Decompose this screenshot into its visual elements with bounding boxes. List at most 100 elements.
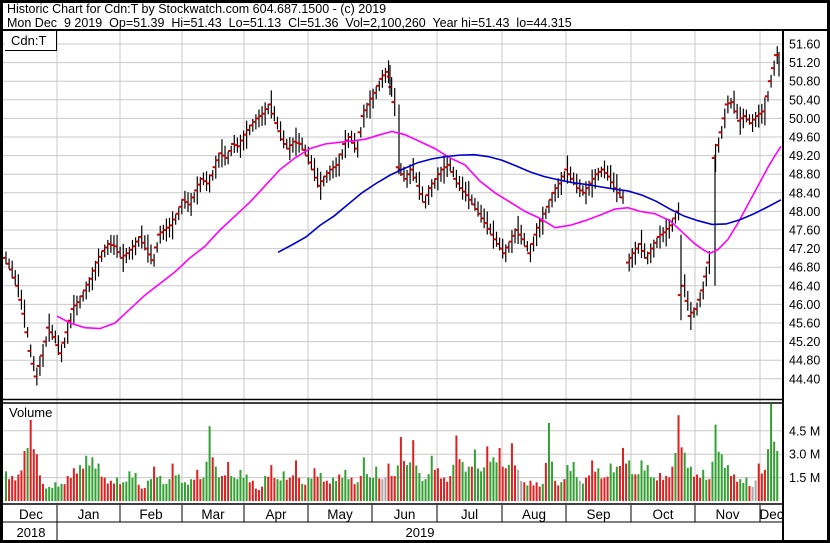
volume-bar <box>183 482 186 501</box>
volume-bar <box>461 462 464 501</box>
volume-bar <box>396 465 399 501</box>
volume-bar <box>733 474 736 501</box>
symbol-label: Cdn:T <box>5 31 57 51</box>
volume-bar <box>554 480 557 501</box>
header-quote-line: Mon Dec 9 2019 Op=51.39 Hi=51.43 Lo=51.1… <box>7 16 572 30</box>
volume-bar <box>51 487 54 501</box>
volume-bar <box>603 477 606 501</box>
volume-bar <box>430 455 433 501</box>
volume-bar <box>294 460 297 501</box>
volume-bar <box>79 465 82 501</box>
volume-bar <box>640 460 643 501</box>
volume-bar <box>165 483 168 501</box>
month-label: May <box>327 507 353 522</box>
volume-bar <box>535 482 538 501</box>
month-label: Nov <box>715 507 739 522</box>
volume-bar <box>29 418 32 501</box>
volume-bar <box>116 477 119 501</box>
volume-bar <box>393 476 396 501</box>
volume-bar <box>541 483 544 501</box>
volume-bar <box>149 479 152 501</box>
price-axis-tick-label: 51.60 <box>789 38 820 52</box>
volume-bar <box>14 480 17 501</box>
volume-bar <box>72 468 75 501</box>
volume-bar <box>544 462 547 501</box>
volume-bar <box>45 488 48 501</box>
ma-slow-line <box>277 153 782 254</box>
volume-bar <box>739 479 742 501</box>
volume-bar <box>689 466 692 501</box>
volume-bar <box>705 479 708 501</box>
volume-bar <box>8 479 11 501</box>
volume-bar <box>298 477 301 501</box>
volume-bar <box>5 471 7 501</box>
volume-bar <box>205 461 208 501</box>
volume-bar <box>433 469 436 501</box>
volume-bar <box>75 473 78 501</box>
volume-bar <box>477 468 480 501</box>
volume-bar <box>547 423 550 501</box>
volume-bar <box>23 451 26 501</box>
volume-bar <box>760 473 763 501</box>
volume-bar <box>692 476 695 501</box>
volume-bar <box>251 480 254 501</box>
volume-bar <box>196 469 199 501</box>
volume-bar <box>137 484 140 501</box>
volume-bar <box>628 460 631 501</box>
volume-pane-label: Volume <box>7 405 56 420</box>
volume-bar <box>637 474 640 501</box>
volume-bar <box>267 476 270 501</box>
volume-bar <box>714 424 717 501</box>
volume-bar <box>702 469 705 501</box>
volume-bar <box>538 486 541 501</box>
volume-bar <box>612 472 615 501</box>
volume-bar <box>717 451 720 501</box>
volume-bar <box>584 477 587 501</box>
volume-bar <box>245 474 248 501</box>
volume-bar <box>310 478 313 501</box>
volume-bar <box>572 462 575 501</box>
volume-bar <box>489 461 492 501</box>
volume-bar <box>153 466 156 501</box>
price-axis-tick-label: 50.40 <box>789 93 820 107</box>
volume-bar <box>770 404 773 501</box>
volume-bar <box>146 480 149 501</box>
volume-bar <box>455 435 458 501</box>
volume-bar <box>276 479 279 501</box>
volume-bar <box>319 472 322 501</box>
volume-bar <box>264 476 267 501</box>
volume-bar <box>711 461 714 501</box>
volume-bar <box>134 472 137 501</box>
price-axis-tick-label: 49.60 <box>789 131 820 145</box>
price-axis-tick-label: 45.20 <box>789 335 820 349</box>
price-axis-tick-label: 47.60 <box>789 224 820 238</box>
volume-bar <box>495 462 498 501</box>
volume-bar <box>402 461 405 501</box>
volume-bar <box>622 447 624 501</box>
volume-bar <box>439 478 442 501</box>
volume-bar <box>708 479 711 501</box>
volume-bar <box>467 466 470 501</box>
volume-bar <box>125 481 128 501</box>
volume-bar <box>224 475 227 501</box>
volume-bar <box>356 482 359 501</box>
volume-bar <box>60 483 63 501</box>
volume-bar <box>510 443 513 501</box>
volume-axis-tick-label: 4.5 M <box>789 424 820 438</box>
volume-bar <box>214 466 217 501</box>
volume-bar <box>156 477 159 501</box>
volume-bar <box>236 479 239 501</box>
volume-bar <box>763 469 766 501</box>
volume-bar <box>54 482 57 501</box>
volume-bar <box>199 479 202 501</box>
volume-bar <box>242 477 245 501</box>
volume-bar <box>362 457 365 501</box>
volume-bar <box>557 485 560 501</box>
volume-bar <box>159 476 162 501</box>
volume-bar <box>91 457 94 501</box>
volume-bar <box>757 463 760 501</box>
volume-bar <box>591 460 594 501</box>
